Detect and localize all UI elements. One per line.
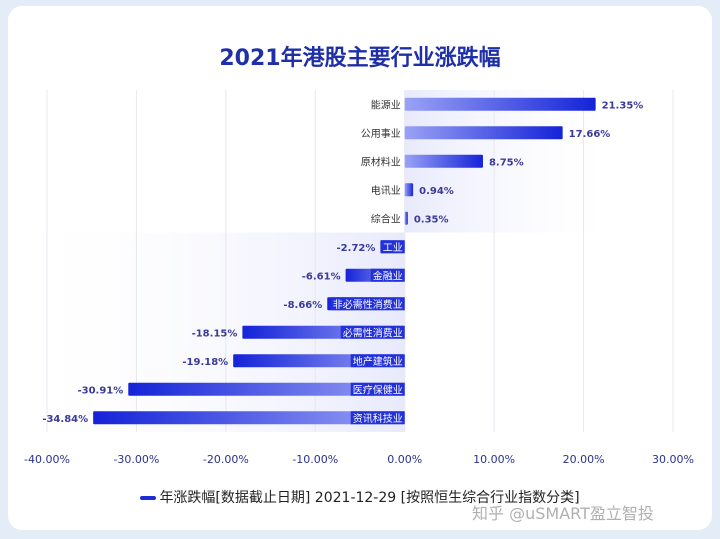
value-label: -34.84% xyxy=(42,414,88,425)
value-label: 0.94% xyxy=(419,186,454,197)
x-tick-label: -10.00% xyxy=(292,453,338,466)
value-label: 17.66% xyxy=(569,129,611,140)
category-label: 工业 xyxy=(383,242,403,254)
category-label: 原材料业 xyxy=(361,155,401,168)
value-label: 21.35% xyxy=(602,100,644,111)
x-tick-label: 0.00% xyxy=(387,453,422,466)
category-label: 医疗保健业 xyxy=(353,383,403,396)
category-label: 地产建筑业 xyxy=(353,355,403,368)
x-tick-label: -20.00% xyxy=(203,453,249,466)
value-label: -6.61% xyxy=(302,271,341,282)
category-label-bg xyxy=(350,354,405,368)
category-label-bg xyxy=(380,240,405,254)
category-label-bg xyxy=(340,325,405,339)
category-label-bg xyxy=(350,382,405,396)
chart-title: 2021年港股主要行业涨跌幅 xyxy=(219,46,501,71)
bar xyxy=(404,97,596,111)
category-label: 必需性消费业 xyxy=(343,326,403,339)
category-label-bg xyxy=(350,411,405,425)
x-tick-label: 10.00% xyxy=(473,453,515,466)
category-label: 金融业 xyxy=(373,269,403,282)
value-label: 0.35% xyxy=(414,214,449,225)
bar xyxy=(128,382,405,396)
x-tick-label: 30.00% xyxy=(652,453,694,466)
x-tick-label: -40.00% xyxy=(24,453,70,466)
value-label: -30.91% xyxy=(77,385,123,396)
category-label: 综合业 xyxy=(371,212,401,225)
legend-label: 年涨跌幅[数据截止日期] 2021-12-29 [按照恒生综合行业指数分类] xyxy=(159,490,580,506)
legend-swatch xyxy=(140,496,157,500)
value-label: -2.72% xyxy=(337,243,376,254)
x-tick-label: 20.00% xyxy=(563,453,605,466)
bar xyxy=(93,411,405,425)
legend: 年涨跌幅[数据截止日期] 2021-12-29 [按照恒生综合行业指数分类] xyxy=(0,487,720,507)
bar xyxy=(404,183,414,197)
bar xyxy=(404,126,563,140)
category-label: 能源业 xyxy=(371,98,401,111)
category-label: 非必需性消费业 xyxy=(333,298,403,311)
category-label: 电讯业 xyxy=(371,184,401,197)
category-label-bg xyxy=(370,268,405,282)
watermark: 知乎 @uSMART盈立智投 xyxy=(472,504,654,523)
x-tick-label: -30.00% xyxy=(113,453,159,466)
bar xyxy=(404,211,408,225)
value-label: -18.15% xyxy=(192,328,238,339)
value-label: -8.66% xyxy=(283,300,322,311)
value-label: 8.75% xyxy=(489,157,524,168)
value-label: -19.18% xyxy=(182,357,228,368)
category-label: 公用事业 xyxy=(361,127,401,140)
category-label-bg xyxy=(330,297,405,311)
bar xyxy=(404,154,483,168)
category-label: 资讯科技业 xyxy=(353,412,403,425)
